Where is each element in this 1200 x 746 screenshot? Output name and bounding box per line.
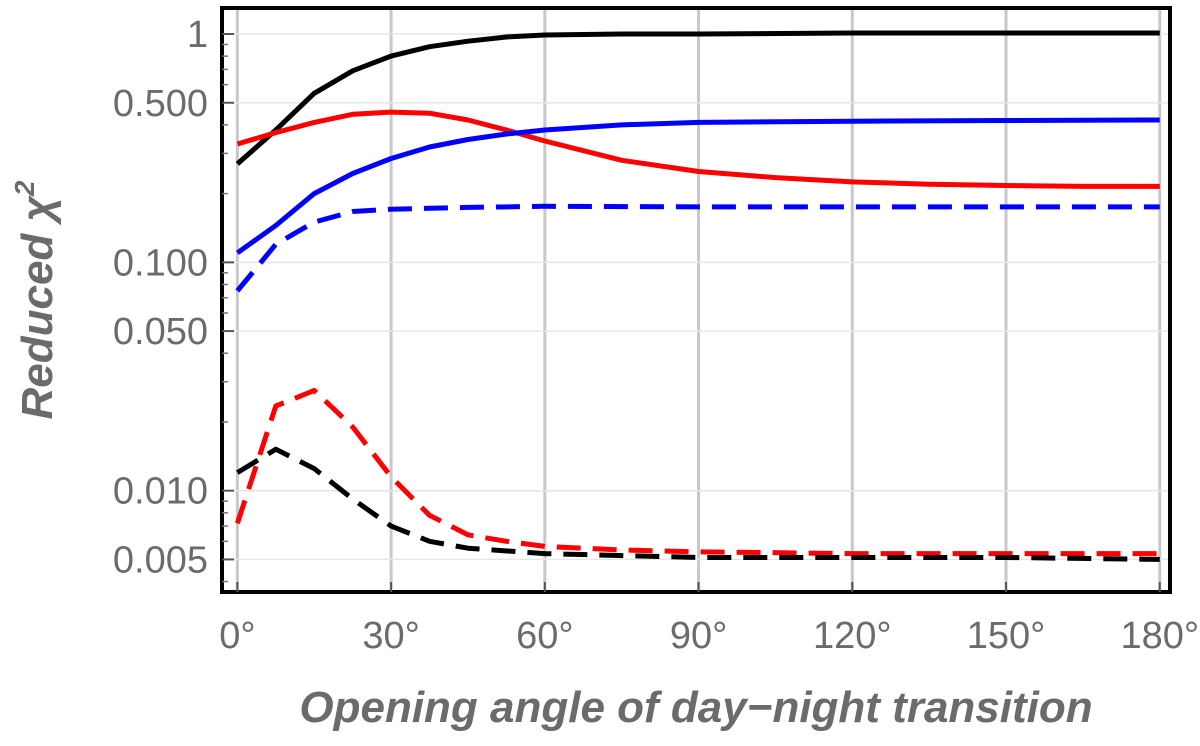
y-axis-title: Reduced χ2 xyxy=(9,180,62,419)
x-tick-label: 30° xyxy=(362,615,419,657)
y-tick-label: 0.010 xyxy=(113,471,208,513)
series-line-2 xyxy=(236,109,1160,189)
y-axis-title-main: Reduced χ xyxy=(13,194,62,419)
series-layer xyxy=(235,30,1160,562)
y-tick-label: 0.100 xyxy=(113,242,208,284)
x-axis-title: Opening angle of day−night transition xyxy=(299,683,1092,732)
x-tick-label: 60° xyxy=(516,615,573,657)
x-tick-label: 120° xyxy=(813,615,892,657)
series-line-1 xyxy=(235,30,1160,166)
x-tick-label: 150° xyxy=(967,615,1046,657)
x-tick-label: 90° xyxy=(670,615,727,657)
x-tick-label: 180° xyxy=(1120,615,1199,657)
series-line-6 xyxy=(236,446,1160,562)
y-tick-label: 0.050 xyxy=(113,311,208,353)
plot-frame xyxy=(220,6,1172,594)
y-tick-label: 0.005 xyxy=(113,539,208,581)
series-line-5 xyxy=(235,387,1160,557)
tick-layer: 0° 30° 60° 90° 120° 150° 180° 0.005 0.010 0.050 0.… xyxy=(113,14,1199,657)
series-line-3 xyxy=(235,117,1160,255)
y-tick-label: 0.500 xyxy=(113,83,208,125)
y-tick-label: 1 xyxy=(187,14,208,56)
y-axis-title-superscript: 2 xyxy=(9,180,40,197)
x-tick-label: 0° xyxy=(219,615,255,657)
series-line-4 xyxy=(235,203,1160,293)
